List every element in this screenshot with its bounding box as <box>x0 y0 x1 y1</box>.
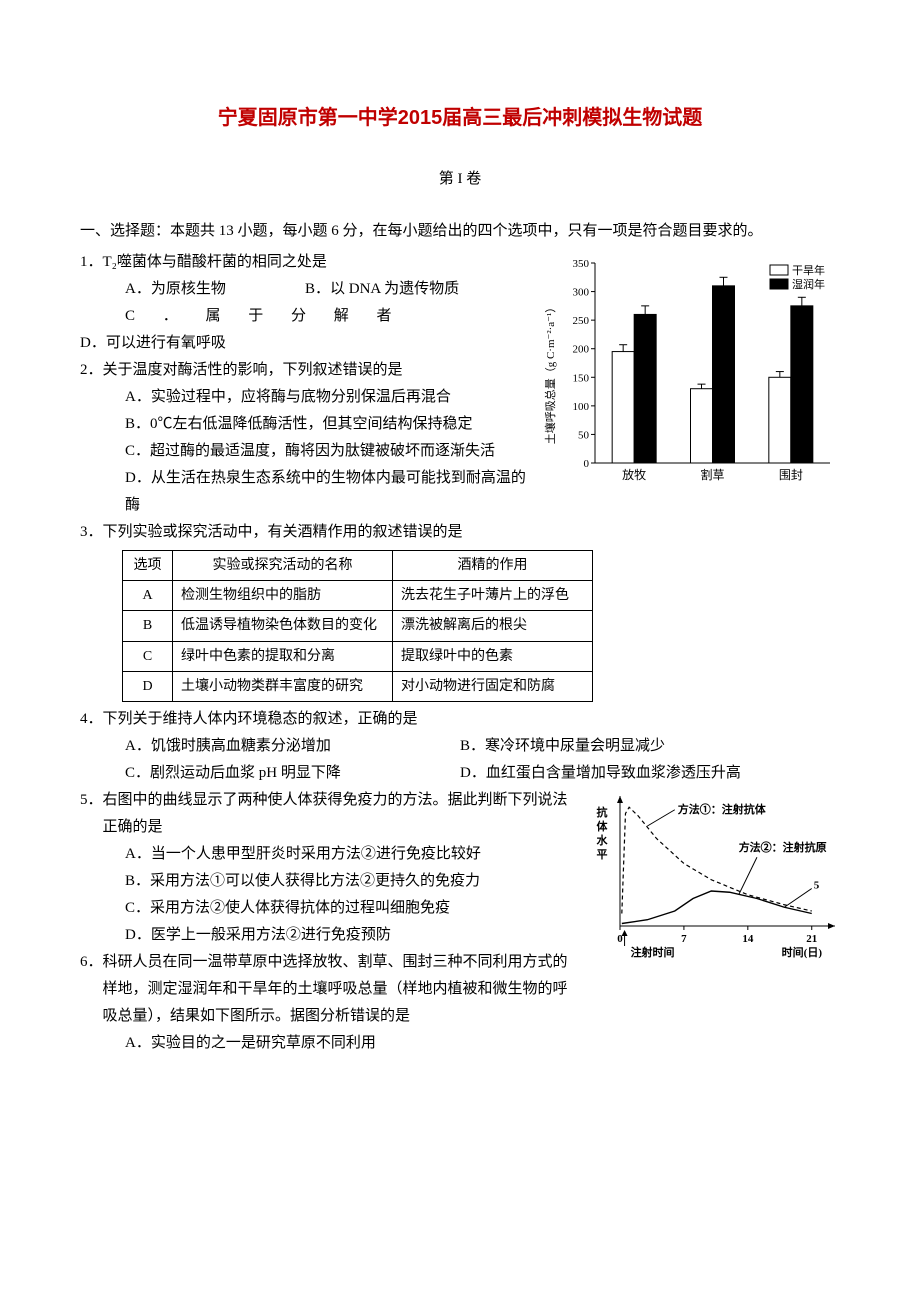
section-header: 一、选择题：本题共 13 小题，每小题 6 分，在每小题给出的四个选项中，只有一… <box>80 218 840 245</box>
svg-text:300: 300 <box>573 287 590 299</box>
q3-stem: 3．下列实验或探究活动中，有关酒精作用的叙述错误的是 <box>80 519 840 546</box>
svg-text:100: 100 <box>573 401 590 413</box>
svg-text:350: 350 <box>573 258 590 270</box>
svg-text:7: 7 <box>681 933 687 945</box>
q4-stem: 4．下列关于维持人体内环境稳态的叙述，正确的是 <box>80 706 840 733</box>
svg-text:水: 水 <box>597 833 609 847</box>
subtitle: 第 I 卷 <box>80 166 840 193</box>
svg-text:湿润年: 湿润年 <box>792 277 825 291</box>
svg-text:21: 21 <box>806 933 817 945</box>
svg-text:时间(日): 时间(日) <box>782 945 823 959</box>
svg-text:割草: 割草 <box>700 467 724 482</box>
svg-text:放牧: 放牧 <box>622 467 646 482</box>
q6-opt-a: A．实验目的之一是研究草原不同利用 <box>80 1030 840 1057</box>
svg-text:抗: 抗 <box>597 805 608 819</box>
svg-text:14: 14 <box>742 933 754 945</box>
svg-text:50: 50 <box>578 429 590 441</box>
q1-opt-a: A．为原核生物 <box>80 276 305 303</box>
svg-text:200: 200 <box>573 344 590 356</box>
svg-text:干旱年: 干旱年 <box>792 263 825 277</box>
bar-chart: 0 50 100 150 200 250 300 350 土壤呼吸总量（g C·m⁻²·a⁻¹）… <box>540 253 840 503</box>
svg-text:5: 5 <box>814 879 820 891</box>
svg-text:方法①：注射抗体: 方法①：注射抗体 <box>678 802 767 816</box>
svg-text:250: 250 <box>573 315 590 327</box>
q4-opt-a: A．饥饿时胰高血糖素分泌增加 <box>80 733 460 760</box>
svg-text:150: 150 <box>573 372 590 384</box>
q4-opt-d: D．血红蛋白含量增加导致血浆渗透压升高 <box>460 760 840 787</box>
svg-text:0: 0 <box>584 458 590 470</box>
page-title: 宁夏固原市第一中学2015届高三最后冲刺模拟生物试题 <box>80 100 840 136</box>
q4-opt-b: B．寒冷环境中尿量会明显减少 <box>460 733 840 760</box>
q1-opt-b: B．以 DNA 为遗传物质 <box>305 276 530 303</box>
line-chart: 071421时间(日)抗体水平方法①：注射抗体方法②：注射抗原5注射时间 <box>590 791 840 971</box>
svg-text:方法②：注射抗原: 方法②：注射抗原 <box>739 840 827 854</box>
svg-text:体: 体 <box>597 819 609 833</box>
svg-text:平: 平 <box>597 848 608 861</box>
svg-text:注射时间: 注射时间 <box>631 945 675 959</box>
svg-text:土壤呼吸总量（g C·m⁻²·a⁻¹）: 土壤呼吸总量（g C·m⁻²·a⁻¹） <box>543 302 557 445</box>
q4-opt-c: C．剧烈运动后血浆 pH 明显下降 <box>80 760 460 787</box>
q3-table: 选项实验或探究活动的名称酒精的作用A检测生物组织中的脂肪洗去花生子叶薄片上的浮色… <box>122 550 593 702</box>
svg-text:围封: 围封 <box>779 468 803 482</box>
